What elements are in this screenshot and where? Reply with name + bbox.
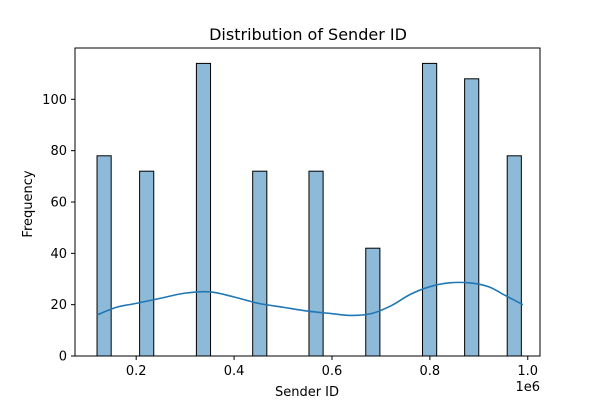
y-tick-label: 40	[50, 247, 67, 262]
y-axis-label: Frequency	[21, 170, 36, 237]
x-offset-text: 1e6	[515, 380, 540, 395]
kde-layer	[96, 281, 524, 317]
x-tick-label: 0.2	[126, 364, 147, 379]
y-tick-label: 20	[50, 298, 67, 313]
histogram-bar	[195, 62, 212, 357]
histogram-bar	[252, 170, 268, 357]
x-tick-label: 0.6	[322, 364, 343, 379]
histogram-bar	[365, 247, 381, 357]
bars-layer	[96, 62, 522, 357]
histogram-bar	[308, 170, 324, 357]
y-ticks: 0 20 40 60 80 100	[42, 93, 75, 365]
kde-line	[96, 281, 524, 317]
x-tick-label: 0.4	[224, 364, 245, 379]
histogram-bar	[422, 62, 438, 357]
plot-frame	[74, 47, 541, 357]
x-tick-label: 0.8	[420, 364, 441, 379]
histogram-bar	[139, 170, 155, 357]
histogram-bar	[464, 78, 480, 357]
y-tick-label: 100	[42, 93, 67, 108]
y-tick-label: 60	[50, 196, 67, 211]
x-axis-label: Sender ID	[275, 385, 339, 400]
y-tick-label: 80	[50, 144, 67, 159]
histogram-bar	[506, 155, 522, 357]
histogram-bar	[96, 155, 112, 357]
y-tick-label: 0	[59, 350, 67, 365]
x-ticks: 0.2 0.4 0.6 0.8 1.0	[126, 356, 538, 379]
x-tick-label: 1.0	[517, 364, 538, 379]
chart-title: Distribution of Sender ID	[209, 25, 407, 44]
